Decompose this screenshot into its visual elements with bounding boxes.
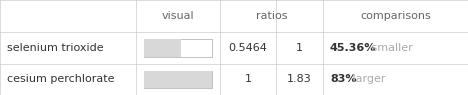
Text: comparisons: comparisons <box>360 11 431 21</box>
Text: 0.5464: 0.5464 <box>228 43 268 53</box>
Bar <box>144 39 212 57</box>
Text: larger: larger <box>349 74 385 84</box>
Text: 83%: 83% <box>330 74 357 84</box>
Text: 45.36%: 45.36% <box>330 43 376 53</box>
Bar <box>144 39 181 57</box>
Text: smaller: smaller <box>368 43 413 53</box>
Text: selenium trioxide: selenium trioxide <box>7 43 103 53</box>
Text: cesium perchlorate: cesium perchlorate <box>7 74 115 84</box>
Text: 1: 1 <box>296 43 303 53</box>
Text: 1.83: 1.83 <box>287 74 312 84</box>
Bar <box>144 71 212 88</box>
Text: visual: visual <box>161 11 194 21</box>
Text: ratios: ratios <box>256 11 287 21</box>
Text: 1: 1 <box>245 74 251 84</box>
Bar <box>144 71 212 88</box>
